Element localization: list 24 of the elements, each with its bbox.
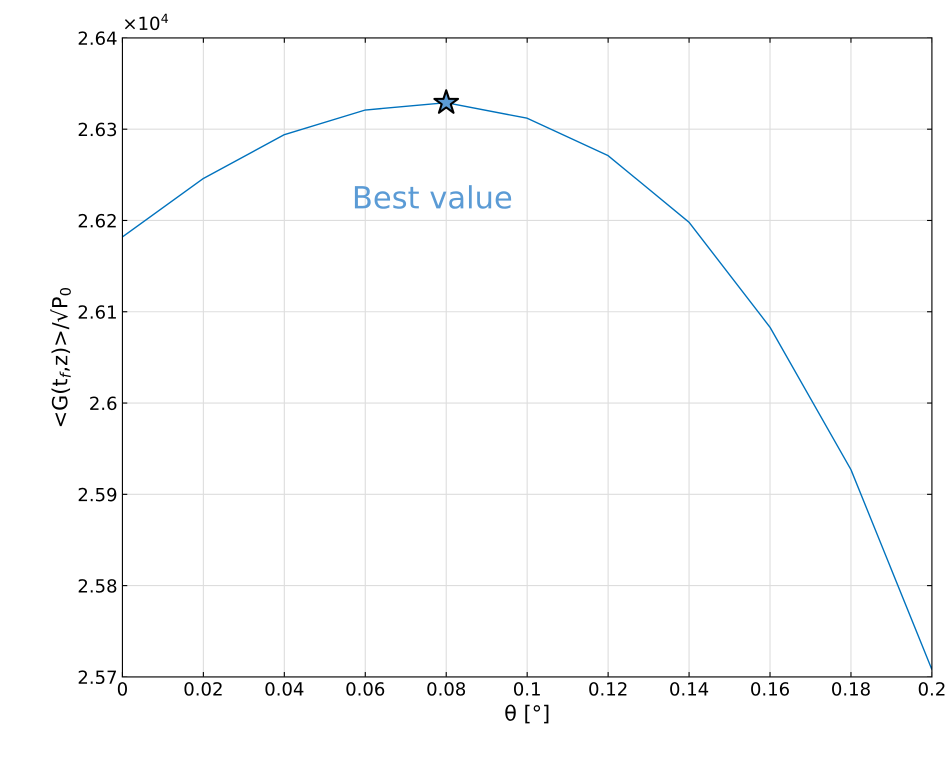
x-tick-label: 0.02 (184, 682, 222, 696)
x-axis-title: θ [°] (505, 704, 548, 724)
y-tick-label: 2.64 (78, 31, 117, 46)
x-tick-label: 0.14 (670, 682, 708, 696)
x-tick-label: 0.06 (346, 682, 384, 696)
annotation: Best value (354, 185, 512, 209)
y-tick-label: 2.57 (78, 670, 116, 684)
y-axis-title: <G(t$_{f}$,z)>/√P$_{0}$ (50, 288, 71, 426)
text: ×10$^{4}$ (124, 14, 168, 30)
x-tick-label: 0 (118, 682, 127, 696)
x-tick-label: 0.16 (751, 682, 789, 696)
y-tick-label: 2.6 (90, 396, 116, 410)
x-tick-label: 0.2 (918, 682, 944, 696)
line-series (122, 102, 932, 670)
x-tick-label: 0.18 (832, 682, 870, 696)
y-tick-label: 2.62 (78, 214, 116, 228)
y-tick-label: 2.61 (78, 305, 116, 319)
x-tick-label: 0.1 (514, 682, 540, 696)
x-tick-label: 0.12 (589, 682, 626, 696)
y-tick-label: 2.63 (78, 122, 116, 136)
x-tick-label: 0.08 (427, 682, 466, 696)
y-tick-label: 2.58 (78, 579, 116, 593)
y-tick-label: 2.59 (78, 488, 116, 502)
x-tick-label: 0.04 (265, 682, 304, 696)
